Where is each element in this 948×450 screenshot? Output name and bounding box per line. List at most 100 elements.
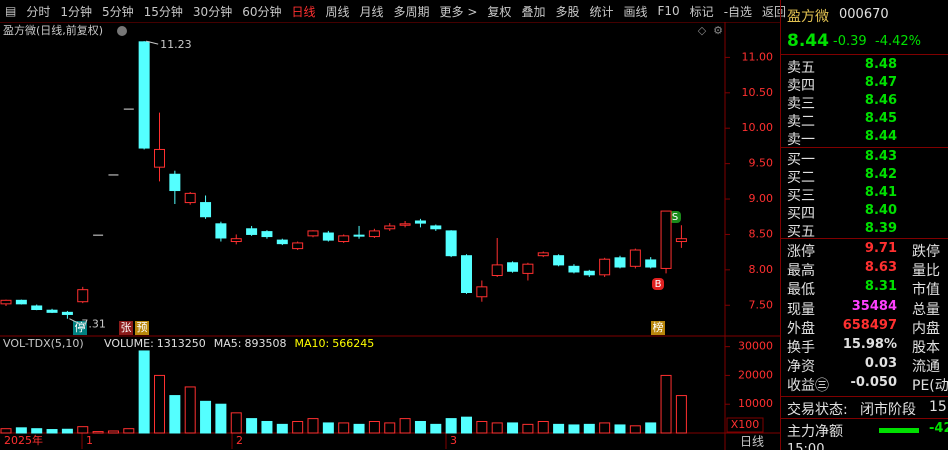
separator xyxy=(781,418,948,419)
candle-body xyxy=(675,238,687,243)
volume-bar xyxy=(583,423,595,434)
order-price: 8.46 xyxy=(864,93,897,108)
y-tick-label: 7.50 xyxy=(749,298,774,311)
status: 闭市阶段 xyxy=(860,402,916,418)
candle-body xyxy=(77,289,89,303)
y-tick-label: 8.50 xyxy=(749,227,774,240)
toolbar-item[interactable]: 1分钟 xyxy=(60,4,92,19)
volume-stat-value: 566245 xyxy=(332,337,374,350)
status-time: 15: xyxy=(929,399,948,415)
toolbar-item[interactable]: 5分钟 xyxy=(102,4,134,19)
volume-bar xyxy=(522,423,534,434)
candle-body xyxy=(292,242,304,250)
order-label: 卖四 xyxy=(787,78,815,94)
stat-value: 9.71 xyxy=(864,241,897,256)
stat-label: 净资 xyxy=(787,359,815,376)
toolbar-item[interactable]: 日线 xyxy=(291,4,316,19)
volume-bar xyxy=(568,424,580,434)
volume-bar xyxy=(353,423,365,434)
volume-bar xyxy=(107,430,119,434)
stat-label: 现量 xyxy=(787,301,815,318)
flow-value: -42 xyxy=(929,421,948,436)
toolbar-item[interactable]: 周线 xyxy=(325,4,350,19)
candle-body xyxy=(522,263,534,274)
marker: 张 xyxy=(121,321,132,334)
flow-bar xyxy=(879,428,919,433)
x-label: 3 xyxy=(450,434,457,447)
toolbar-item[interactable]: 标记 xyxy=(689,4,714,19)
menu-icon[interactable]: ▤ xyxy=(5,4,17,18)
candle-body xyxy=(307,230,319,237)
order-label: 买二 xyxy=(787,170,815,186)
signal-box xyxy=(652,278,664,290)
toolbar-item[interactable]: 画线 xyxy=(623,4,648,19)
stat-label: 股本 xyxy=(912,340,940,356)
stat-label: 收益㊂ xyxy=(787,378,829,395)
toolbar-item[interactable]: 30分钟 xyxy=(192,4,233,19)
marker: 预 xyxy=(137,321,148,334)
stat-label: 外盘 xyxy=(787,320,815,337)
candle-body xyxy=(491,264,503,277)
stat-value: 0.03 xyxy=(864,356,897,372)
toolbar-item[interactable]: 多周期 xyxy=(393,4,430,19)
volume-bar xyxy=(46,429,58,434)
candle-body xyxy=(46,309,58,313)
toolbar-item[interactable]: 统计 xyxy=(589,4,614,19)
candle-body xyxy=(507,262,519,272)
volume-bar xyxy=(384,422,396,434)
toolbar-item[interactable]: 叠加 xyxy=(521,4,546,19)
toolbar-item[interactable]: F10 xyxy=(657,4,680,18)
stat-label: 跌停 xyxy=(912,244,940,260)
toolbar-item[interactable]: -自选 xyxy=(723,4,753,19)
toolbar-item[interactable]: 15分钟 xyxy=(143,4,183,19)
separator xyxy=(781,238,948,239)
order-price: 8.41 xyxy=(864,185,897,200)
settings-icon[interactable]: ⚙ xyxy=(713,24,723,37)
volume-bar xyxy=(261,420,273,434)
volume-bar xyxy=(154,374,165,434)
volume-stat-value: 1313250 xyxy=(157,337,206,350)
stat-label: 流通 xyxy=(912,359,940,376)
extreme-pointer xyxy=(146,40,159,45)
title-icon[interactable] xyxy=(117,26,127,36)
volume-bar xyxy=(77,426,89,434)
volume-bar xyxy=(430,423,442,434)
sell-signal: S xyxy=(672,212,678,223)
marker: 停 xyxy=(75,320,86,334)
toolbar-item[interactable]: 更多 > xyxy=(439,4,478,19)
candle-body xyxy=(184,192,196,204)
candle-body xyxy=(384,225,396,230)
volume-bar xyxy=(15,427,27,434)
volume-bar xyxy=(138,350,150,434)
volume-bar xyxy=(276,423,288,434)
marker-box xyxy=(119,321,133,335)
candle-body xyxy=(476,286,488,298)
toolbar-item[interactable]: 月线 xyxy=(359,4,384,19)
period-label[interactable]: 日线 xyxy=(740,435,764,449)
stat-label: 最低 xyxy=(787,282,815,299)
volume-bar xyxy=(92,431,104,434)
toolbar-item[interactable]: 多股 xyxy=(555,4,580,19)
volume-bar xyxy=(599,422,611,434)
candle-body xyxy=(399,223,411,226)
stat-value: 658497 xyxy=(842,317,897,333)
extreme-pointer xyxy=(69,318,80,325)
stat-value: 8.63 xyxy=(864,260,897,276)
x-label: 2 xyxy=(236,434,243,447)
candle-body xyxy=(215,223,227,239)
volume-bar xyxy=(307,418,319,434)
stat-label: 换手 xyxy=(787,340,815,356)
y-tick-label: 11.00 xyxy=(742,50,774,63)
candle-body xyxy=(537,252,549,257)
diamond-icon[interactable]: ◇ xyxy=(698,24,707,37)
volume-bar xyxy=(368,420,380,434)
candle-body xyxy=(430,225,442,230)
order-price: 8.40 xyxy=(864,203,897,218)
candle-body xyxy=(645,259,657,268)
candle-body xyxy=(445,230,457,257)
order-price: 8.43 xyxy=(864,149,897,164)
toolbar-item[interactable]: 60分钟 xyxy=(242,4,282,19)
toolbar-item[interactable]: 复权 xyxy=(487,4,512,19)
volume-bar xyxy=(491,422,503,434)
toolbar-item[interactable]: 分时 xyxy=(26,4,51,19)
